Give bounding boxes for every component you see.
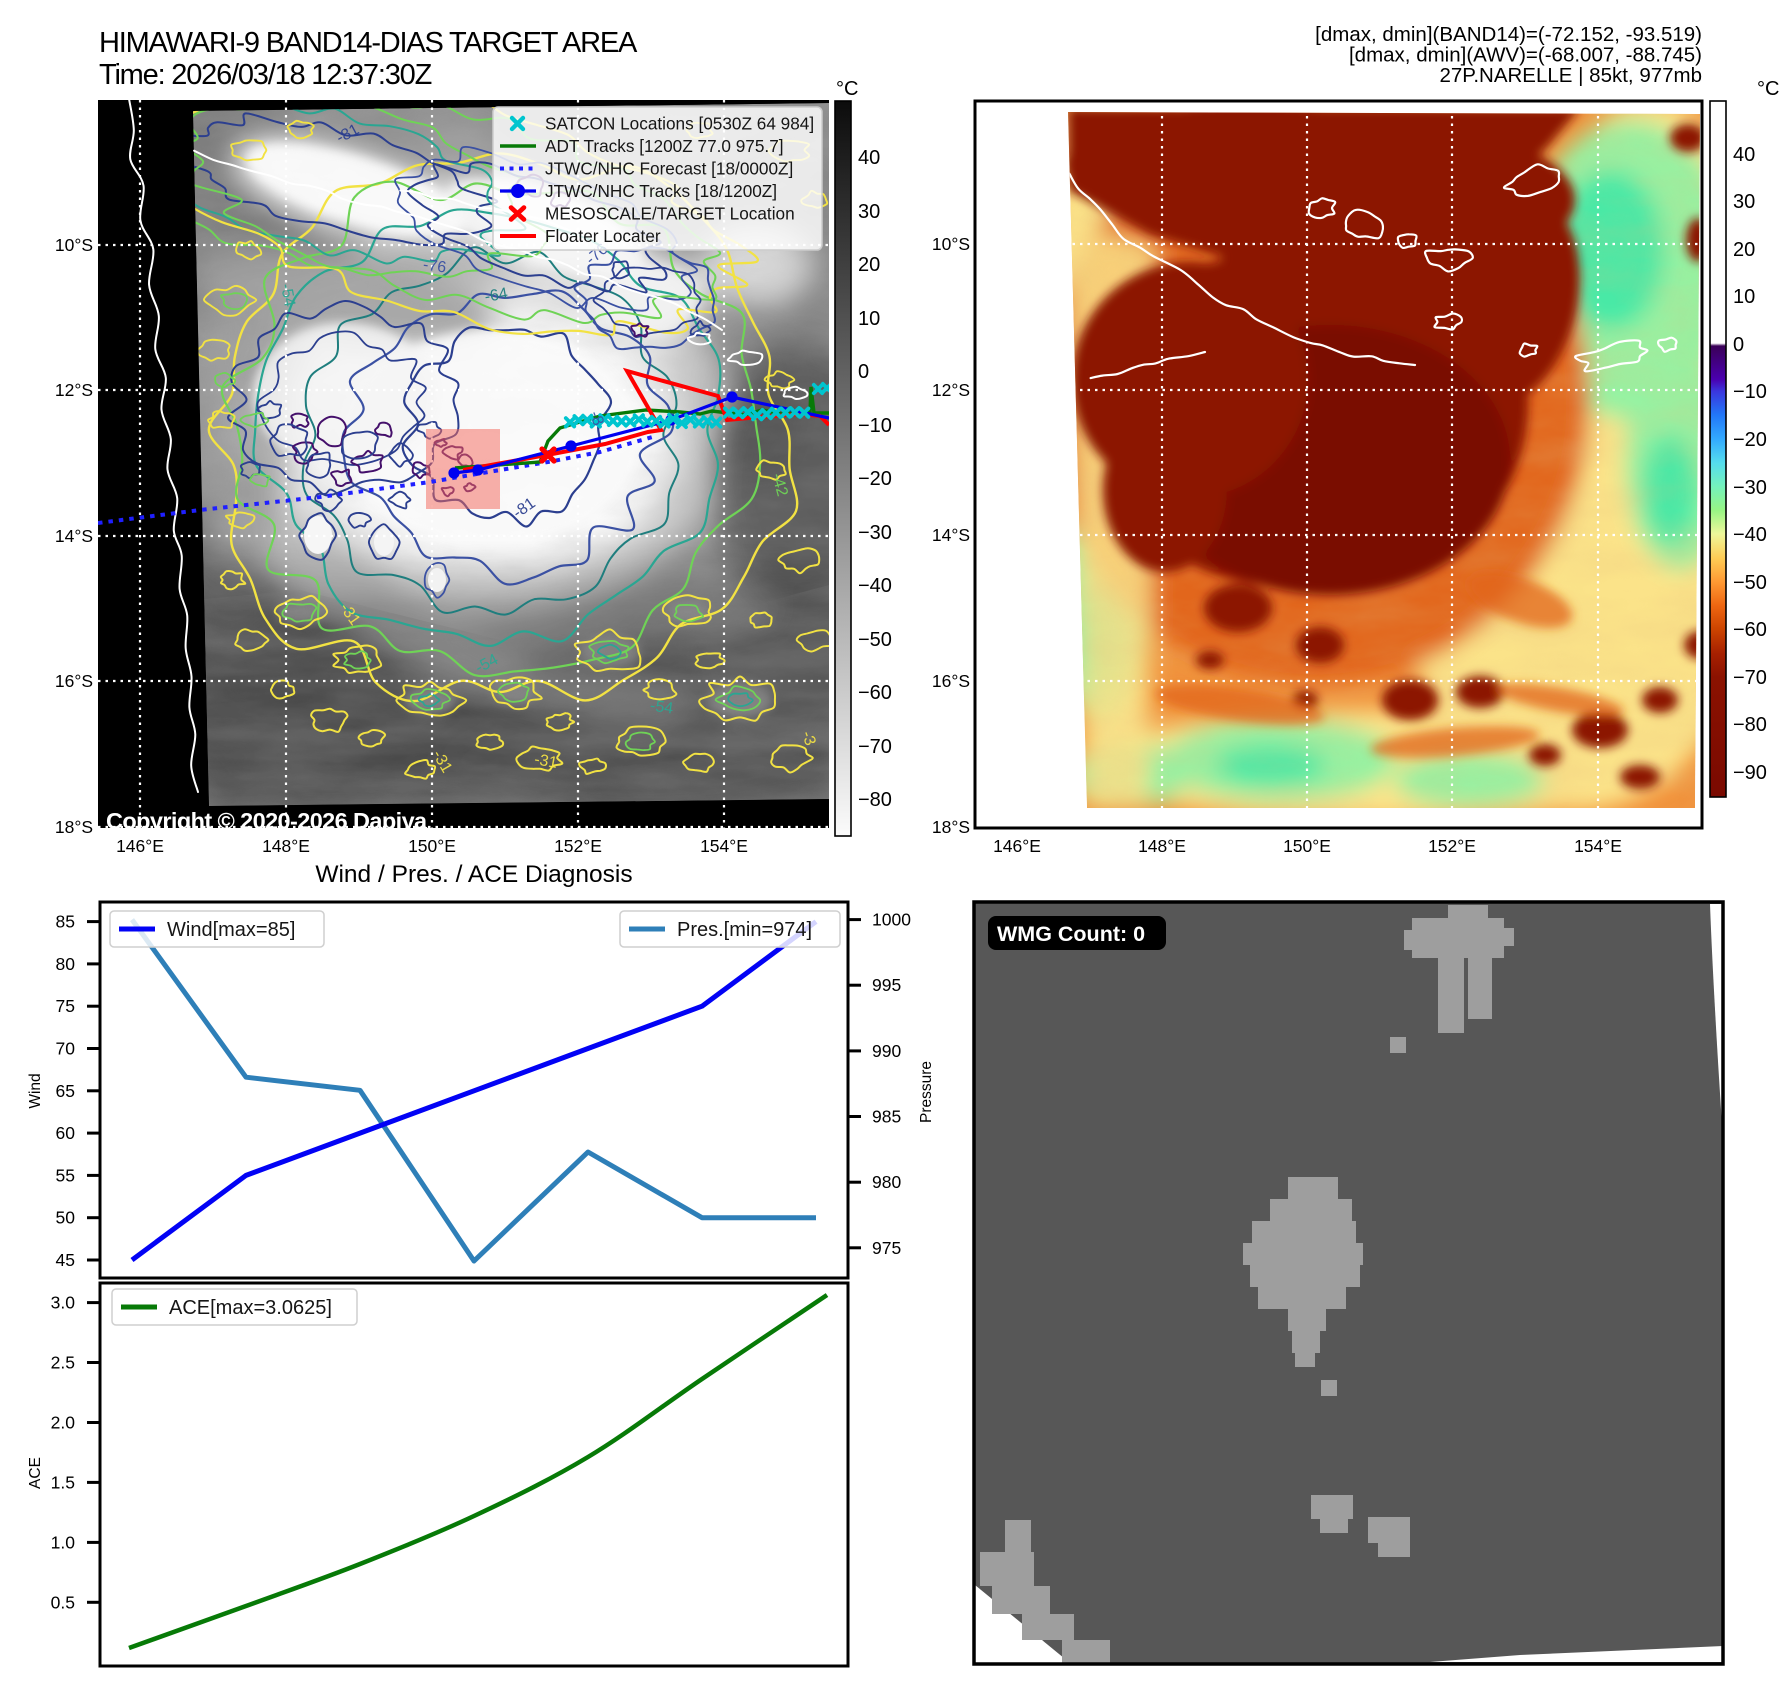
svg-text:2.0: 2.0 <box>51 1413 76 1433</box>
svg-text:0.5: 0.5 <box>51 1592 75 1612</box>
svg-text:[dmax, dmin](BAND14)=(-72.152,: [dmax, dmin](BAND14)=(-72.152, -93.519) <box>1315 23 1702 46</box>
svg-text:JTWC/NHC Forecast [18/0000Z]: JTWC/NHC Forecast [18/0000Z] <box>545 159 793 179</box>
svg-text:−40: −40 <box>858 575 892 597</box>
svg-text:−10: −10 <box>858 415 892 437</box>
svg-text:14°S: 14°S <box>55 526 93 546</box>
svg-text:ACE[max=3.0625]: ACE[max=3.0625] <box>169 1297 332 1319</box>
svg-text:148°E: 148°E <box>1138 836 1186 856</box>
svg-text:10: 10 <box>858 308 880 330</box>
svg-text:−50: −50 <box>1733 572 1767 594</box>
svg-text:1.0: 1.0 <box>51 1532 76 1552</box>
svg-text:JTWC/NHC Tracks [18/1200Z]: JTWC/NHC Tracks [18/1200Z] <box>545 181 777 201</box>
svg-text:Pressure: Pressure <box>918 1061 935 1123</box>
svg-text:°C: °C <box>1757 78 1779 100</box>
svg-text:980: 980 <box>872 1172 901 1192</box>
svg-text:45: 45 <box>56 1250 75 1270</box>
svg-text:Wind / Pres. / ACE Diagnosis: Wind / Pres. / ACE Diagnosis <box>315 861 632 888</box>
svg-text:-54: -54 <box>277 282 298 308</box>
svg-text:1.5: 1.5 <box>51 1472 75 1492</box>
svg-text:HIMAWARI-9 BAND14-DIAS TARGET: HIMAWARI-9 BAND14-DIAS TARGET AREA <box>99 27 638 59</box>
svg-text:65: 65 <box>56 1081 75 1101</box>
svg-text:146°E: 146°E <box>116 836 164 856</box>
svg-text:12°S: 12°S <box>932 380 970 400</box>
svg-text:1000: 1000 <box>872 910 911 930</box>
svg-text:ACE: ACE <box>27 1457 44 1489</box>
svg-text:2.5: 2.5 <box>51 1353 75 1373</box>
svg-text:150°E: 150°E <box>408 836 456 856</box>
svg-text:0: 0 <box>1733 334 1744 356</box>
svg-text:150°E: 150°E <box>1283 836 1331 856</box>
svg-text:MESOSCALE/TARGET Location: MESOSCALE/TARGET Location <box>545 204 795 224</box>
svg-text:−30: −30 <box>1733 477 1767 499</box>
svg-text:995: 995 <box>872 975 901 995</box>
svg-text:30: 30 <box>858 201 880 223</box>
svg-text:−70: −70 <box>858 736 892 758</box>
svg-text:−20: −20 <box>858 468 892 490</box>
svg-text:75: 75 <box>56 996 75 1016</box>
svg-text:-42: -42 <box>768 471 790 498</box>
svg-text:[dmax, dmin](AWV)=(-68.007, -8: [dmax, dmin](AWV)=(-68.007, -88.745) <box>1349 44 1702 67</box>
svg-text:Wind: Wind <box>27 1073 44 1108</box>
svg-text:Floater Locater: Floater Locater <box>545 226 661 246</box>
svg-text:50: 50 <box>56 1208 76 1228</box>
svg-text:-3: -3 <box>798 729 819 748</box>
svg-text:-31: -31 <box>533 751 559 772</box>
svg-text:Time: 2026/03/18 12:37:30Z: Time: 2026/03/18 12:37:30Z <box>99 59 432 91</box>
svg-text:−80: −80 <box>858 789 892 811</box>
svg-text:154°E: 154°E <box>700 836 748 856</box>
svg-text:55: 55 <box>56 1165 75 1185</box>
svg-text:10: 10 <box>1733 286 1755 308</box>
svg-text:°C: °C <box>836 78 858 100</box>
svg-text:16°S: 16°S <box>932 671 970 691</box>
svg-text:20: 20 <box>1733 239 1755 261</box>
svg-text:SATCON Locations [0530Z 64 984: SATCON Locations [0530Z 64 984] <box>545 114 814 134</box>
svg-text:152°E: 152°E <box>554 836 602 856</box>
svg-text:−10: −10 <box>1733 381 1767 403</box>
svg-text:14°S: 14°S <box>932 525 970 545</box>
svg-text:−50: −50 <box>858 629 892 651</box>
svg-text:Pres.[min=974]: Pres.[min=974] <box>677 919 812 941</box>
svg-text:12°S: 12°S <box>55 380 93 400</box>
svg-text:18°S: 18°S <box>55 817 93 837</box>
svg-text:80: 80 <box>56 954 76 974</box>
svg-text:148°E: 148°E <box>262 836 310 856</box>
svg-text:10°S: 10°S <box>55 235 93 255</box>
svg-text:Wind[max=85]: Wind[max=85] <box>167 919 295 941</box>
svg-text:975: 975 <box>872 1238 901 1258</box>
svg-text:10°S: 10°S <box>932 234 970 254</box>
svg-text:3.0: 3.0 <box>51 1293 76 1313</box>
svg-text:-64: -64 <box>483 285 509 306</box>
svg-text:60: 60 <box>56 1123 76 1143</box>
svg-text:40: 40 <box>1733 144 1755 166</box>
svg-text:146°E: 146°E <box>993 836 1041 856</box>
svg-text:154°E: 154°E <box>1574 836 1622 856</box>
svg-text:0: 0 <box>858 361 869 383</box>
svg-text:−40: −40 <box>1733 524 1767 546</box>
svg-text:70: 70 <box>56 1039 76 1059</box>
svg-text:−80: −80 <box>1733 714 1767 736</box>
svg-text:990: 990 <box>872 1041 901 1061</box>
svg-text:30: 30 <box>1733 191 1755 213</box>
svg-text:-76: -76 <box>422 257 447 277</box>
svg-text:40: 40 <box>858 147 880 169</box>
svg-text:27P.NARELLE | 85kt, 977mb: 27P.NARELLE | 85kt, 977mb <box>1440 64 1703 87</box>
svg-text:985: 985 <box>872 1107 901 1127</box>
svg-text:−60: −60 <box>858 682 892 704</box>
svg-text:−90: −90 <box>1733 762 1767 784</box>
svg-text:ADT Tracks [1200Z 77.0 975.7]: ADT Tracks [1200Z 77.0 975.7] <box>545 136 784 156</box>
svg-text:Copyright © 2020-2026 Dapiya: Copyright © 2020-2026 Dapiya <box>106 808 428 834</box>
svg-text:-8: -8 <box>586 409 607 428</box>
svg-text:-54: -54 <box>649 698 674 718</box>
svg-text:−60: −60 <box>1733 619 1767 641</box>
svg-text:−70: −70 <box>1733 667 1767 689</box>
svg-text:85: 85 <box>56 912 75 932</box>
svg-text:−30: −30 <box>858 522 892 544</box>
svg-text:20: 20 <box>858 254 880 276</box>
svg-text:−20: −20 <box>1733 429 1767 451</box>
svg-text:16°S: 16°S <box>55 671 93 691</box>
svg-text:18°S: 18°S <box>932 817 970 837</box>
svg-text:152°E: 152°E <box>1428 836 1476 856</box>
svg-text:WMG Count: 0: WMG Count: 0 <box>997 922 1145 946</box>
